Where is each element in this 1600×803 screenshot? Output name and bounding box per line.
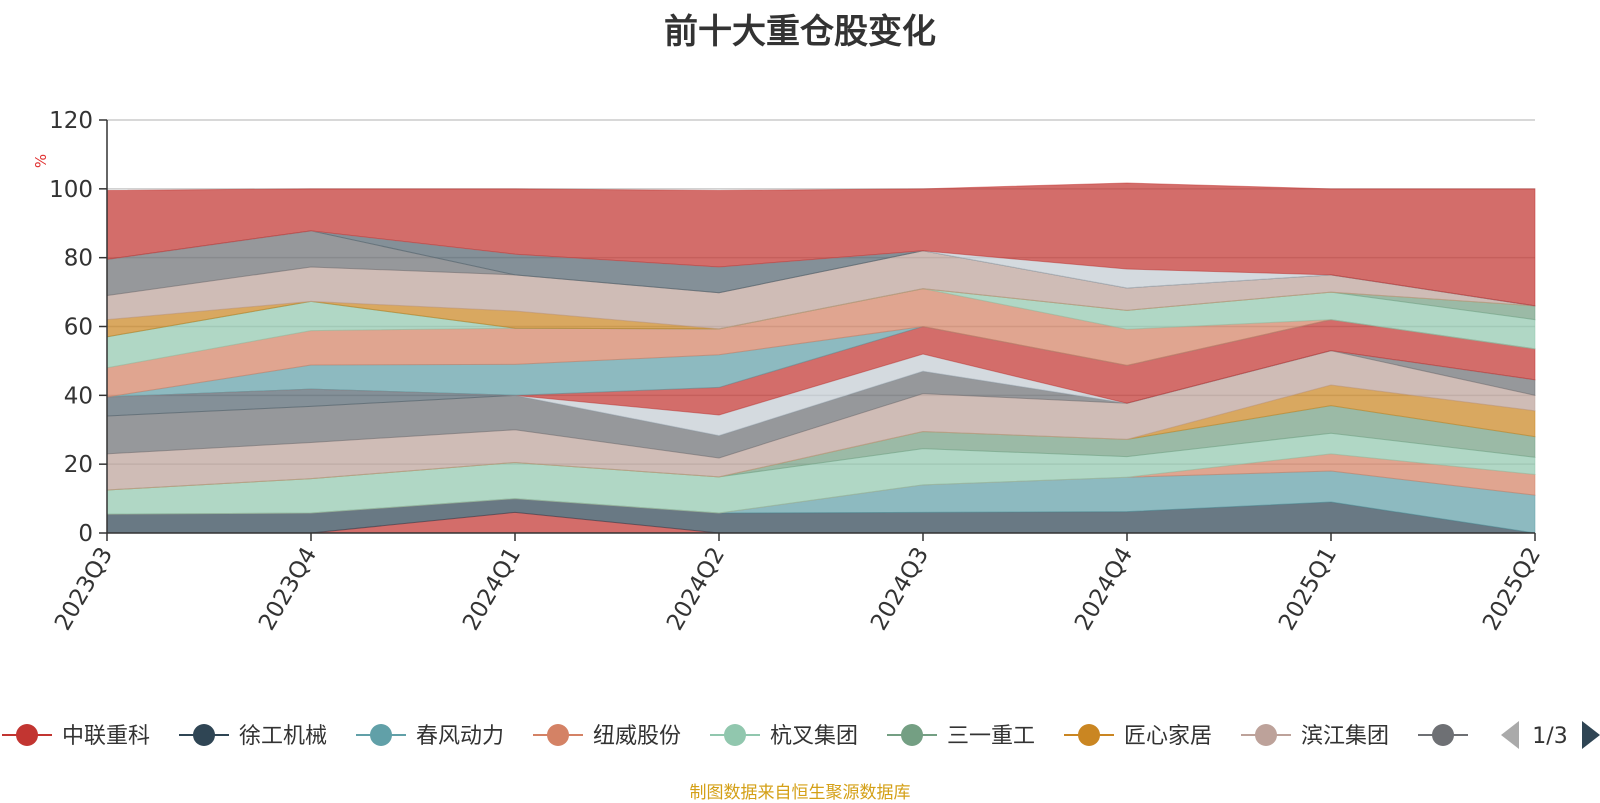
x-tick-label: 2024Q4 [1070,543,1138,635]
x-tick-label: 2025Q2 [1478,543,1546,635]
legend-item[interactable]: 春风动力 [356,724,504,749]
legend-item[interactable]: 滨江集团 [1241,724,1389,749]
legend-marker [1078,724,1100,746]
legend-marker [1432,724,1454,746]
legend-page-indicator: 1/3 [1532,724,1567,749]
chart-title: 前十大重仓股变化 [664,12,936,52]
area-series-22 [106,182,1536,307]
legend-next-page-icon[interactable] [1582,721,1600,749]
legend-label: ? [1478,724,1490,749]
data-source-note: 制图数据来自恒生聚源数据库 [689,783,911,803]
legend-label: 徐工机械 [239,724,327,749]
legend-marker [370,724,392,746]
legend-marker [16,724,38,746]
y-tick-label: 0 [78,521,93,547]
legend-item[interactable]: 纽威股份 [533,724,681,749]
legend-item[interactable]: 匠心家居 [1064,724,1212,749]
y-tick-label: 120 [49,108,93,134]
legend-item[interactable]: 中联重科 [2,724,150,749]
legend-item[interactable]: 徐工机械 [179,724,327,749]
legend-marker [1255,724,1277,746]
y-tick-label: 60 [64,315,93,341]
legend-label: 三一重工 [947,724,1035,749]
legend-label: 滨江集团 [1301,724,1389,749]
legend-label: 春风动力 [416,724,504,749]
x-tick-label: 2024Q1 [458,543,526,635]
y-tick-label: 80 [64,246,93,272]
x-tick-label: 2024Q3 [866,543,934,635]
x-tick-label: 2024Q2 [662,543,730,635]
y-tick-label: 100 [49,177,93,203]
area-series-group [106,182,1536,534]
legend-item[interactable]: 三一重工 [887,724,1035,749]
legend-label: 纽威股份 [593,724,681,749]
y-tick-label: 20 [64,452,93,478]
legend: 中联重科 徐工机械 春风动力 纽威股份 杭叉集团 三一重工 匠心家居 滨江集团? [2,724,1490,749]
legend-label: 匠心家居 [1124,724,1212,749]
x-tick-label: 2025Q1 [1274,543,1342,635]
legend-marker [724,724,746,746]
legend-item[interactable]: 杭叉集团 [710,724,858,749]
legend-marker [901,724,923,746]
legend-prev-page-icon[interactable] [1501,721,1519,749]
legend-marker [193,724,215,746]
legend-item[interactable]: ? [1418,724,1490,749]
legend-marker [547,724,569,746]
legend-label: 杭叉集团 [770,724,858,749]
x-tick-label: 2023Q4 [254,543,322,635]
legend-label: 中联重科 [62,724,150,749]
y-tick-label: 40 [64,383,93,409]
x-tick-label: 2023Q3 [50,543,118,635]
